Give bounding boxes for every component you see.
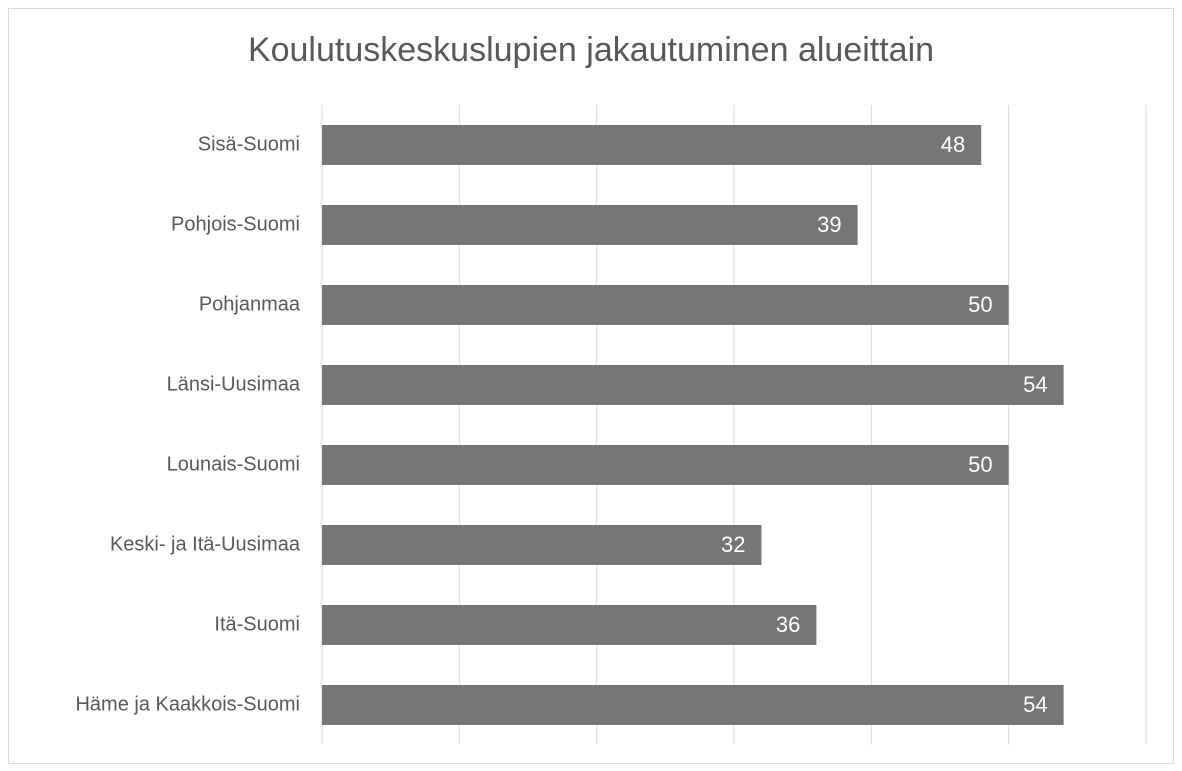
y-tick-label: Pohjanmaa bbox=[199, 293, 301, 315]
data-label: 50 bbox=[968, 452, 992, 477]
y-tick-label: Länsi-Uusimaa bbox=[167, 373, 301, 395]
bar bbox=[322, 685, 1064, 725]
data-label: 50 bbox=[968, 292, 992, 317]
data-label: 48 bbox=[941, 132, 965, 157]
data-label: 54 bbox=[1023, 692, 1047, 717]
y-tick-label: Sisä-Suomi bbox=[198, 133, 300, 155]
y-tick-label: Itä-Suomi bbox=[214, 613, 300, 635]
bar bbox=[322, 365, 1064, 405]
y-tick-label: Keski- ja Itä-Uusimaa bbox=[110, 533, 301, 555]
bar bbox=[322, 285, 1009, 325]
data-label: 32 bbox=[721, 532, 745, 557]
data-label: 39 bbox=[817, 212, 841, 237]
y-tick-label: Häme ja Kaakkois-Suomi bbox=[75, 693, 300, 715]
y-tick-label: Pohjois-Suomi bbox=[171, 213, 300, 235]
y-tick-label: Lounais-Suomi bbox=[167, 453, 300, 475]
bar bbox=[322, 205, 858, 245]
bar bbox=[322, 605, 817, 645]
bar bbox=[322, 445, 1009, 485]
bar bbox=[322, 125, 982, 165]
data-label: 36 bbox=[776, 612, 800, 637]
chart-title: Koulutuskeskuslupien jakautuminen alueit… bbox=[248, 31, 934, 69]
data-label: 54 bbox=[1023, 372, 1047, 397]
bar bbox=[322, 525, 762, 565]
